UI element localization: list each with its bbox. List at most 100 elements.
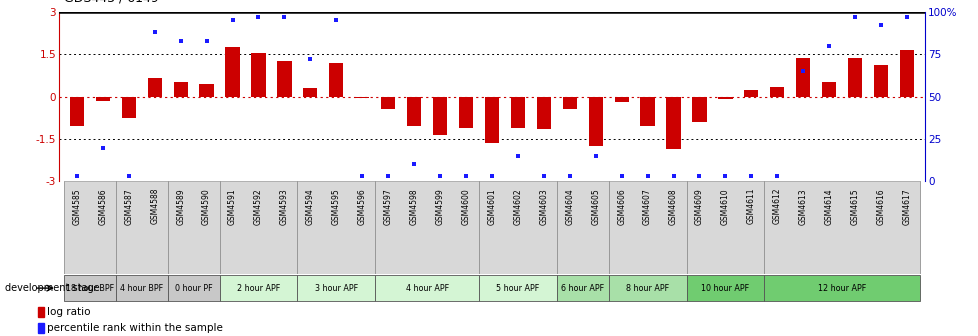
Text: development stage: development stage (5, 283, 100, 293)
Bar (375, 275, 478, 301)
Text: GSM4613: GSM4613 (798, 188, 807, 224)
Bar (225, 47, 240, 97)
Bar (899, 50, 913, 97)
Text: GSM4601: GSM4601 (487, 188, 496, 224)
Text: 4 hour APF: 4 hour APF (405, 284, 448, 293)
Bar (96, 97, 110, 101)
Text: GSM4590: GSM4590 (201, 188, 211, 225)
Bar (511, 97, 524, 128)
Bar (432, 97, 447, 135)
Text: GSM4592: GSM4592 (253, 188, 263, 224)
Text: 5 hour APF: 5 hour APF (496, 284, 539, 293)
Bar (200, 84, 213, 97)
Text: GSM4616: GSM4616 (875, 188, 885, 224)
Text: GSM4591: GSM4591 (228, 188, 237, 224)
Bar (219, 181, 297, 274)
Bar (691, 97, 706, 122)
Bar (718, 97, 732, 99)
Bar (297, 275, 375, 301)
Text: 6 hour APF: 6 hour APF (560, 284, 603, 293)
Bar (588, 97, 602, 146)
Text: percentile rank within the sample: percentile rank within the sample (47, 323, 223, 333)
Bar (277, 61, 291, 97)
Text: 10 hour APF: 10 hour APF (700, 284, 749, 293)
Bar (121, 97, 136, 118)
Text: GSM4594: GSM4594 (305, 188, 315, 225)
Bar (686, 275, 764, 301)
Text: GSM4587: GSM4587 (124, 188, 133, 224)
Text: GSM4608: GSM4608 (668, 188, 678, 224)
Bar (219, 275, 297, 301)
Bar (355, 97, 369, 98)
Bar (608, 275, 686, 301)
Bar (770, 87, 783, 97)
Bar (64, 181, 115, 274)
Bar (115, 181, 167, 274)
Text: GSM4586: GSM4586 (98, 188, 108, 224)
Bar (329, 62, 343, 97)
Bar (562, 97, 576, 109)
Text: 0 hour PF: 0 hour PF (175, 284, 212, 293)
Text: GSM4609: GSM4609 (694, 188, 703, 225)
Bar (743, 89, 758, 97)
Bar (115, 275, 167, 301)
Text: GSM4593: GSM4593 (280, 188, 289, 225)
Bar (536, 97, 551, 129)
Bar (764, 275, 919, 301)
Bar (69, 97, 84, 126)
Bar (173, 82, 188, 97)
Text: GSM4606: GSM4606 (616, 188, 626, 225)
Bar (556, 275, 608, 301)
Text: 2 hour APF: 2 hour APF (237, 284, 280, 293)
Bar (795, 58, 810, 97)
Bar (847, 58, 862, 97)
Text: GSM4596: GSM4596 (357, 188, 367, 225)
Bar (666, 97, 680, 149)
Bar (764, 181, 919, 274)
Text: GSM4607: GSM4607 (643, 188, 651, 225)
Text: GSM4600: GSM4600 (461, 188, 470, 225)
Bar (407, 97, 421, 126)
Text: GSM4595: GSM4595 (332, 188, 340, 225)
Bar (478, 275, 556, 301)
Text: GSM4597: GSM4597 (383, 188, 392, 225)
Text: 8 hour APF: 8 hour APF (625, 284, 669, 293)
Text: 12 hour APF: 12 hour APF (818, 284, 866, 293)
Bar (148, 78, 161, 97)
Bar (375, 181, 478, 274)
Text: GSM4610: GSM4610 (720, 188, 730, 224)
Bar (614, 97, 628, 102)
Bar (873, 66, 887, 97)
Bar (608, 181, 686, 274)
Text: 3 hour APF: 3 hour APF (314, 284, 358, 293)
Text: GSM4615: GSM4615 (850, 188, 859, 224)
Text: GSM4605: GSM4605 (591, 188, 600, 225)
Bar (37, 307, 44, 317)
Bar (822, 82, 835, 97)
Bar (297, 181, 375, 274)
Text: GDS443 / 6149: GDS443 / 6149 (64, 0, 158, 5)
Text: GSM4585: GSM4585 (72, 188, 81, 224)
Text: 4 hour BPF: 4 hour BPF (120, 284, 163, 293)
Text: GSM4588: GSM4588 (150, 188, 159, 224)
Text: GSM4599: GSM4599 (435, 188, 444, 225)
Bar (556, 181, 608, 274)
Bar (478, 181, 556, 274)
Text: GSM4612: GSM4612 (772, 188, 781, 224)
Bar (64, 275, 115, 301)
Bar (303, 88, 317, 97)
Bar (37, 323, 44, 333)
Text: log ratio: log ratio (47, 307, 91, 317)
Bar (640, 97, 654, 126)
Text: GSM4598: GSM4598 (409, 188, 419, 224)
Text: GSM4617: GSM4617 (902, 188, 911, 224)
Text: 18 hour BPF: 18 hour BPF (66, 284, 113, 293)
Text: GSM4602: GSM4602 (512, 188, 522, 224)
Bar (484, 97, 499, 143)
Text: GSM4614: GSM4614 (823, 188, 833, 224)
Text: GSM4589: GSM4589 (176, 188, 185, 224)
Bar (251, 53, 265, 97)
Bar (686, 181, 764, 274)
Text: GSM4603: GSM4603 (539, 188, 548, 225)
Bar (459, 97, 472, 128)
